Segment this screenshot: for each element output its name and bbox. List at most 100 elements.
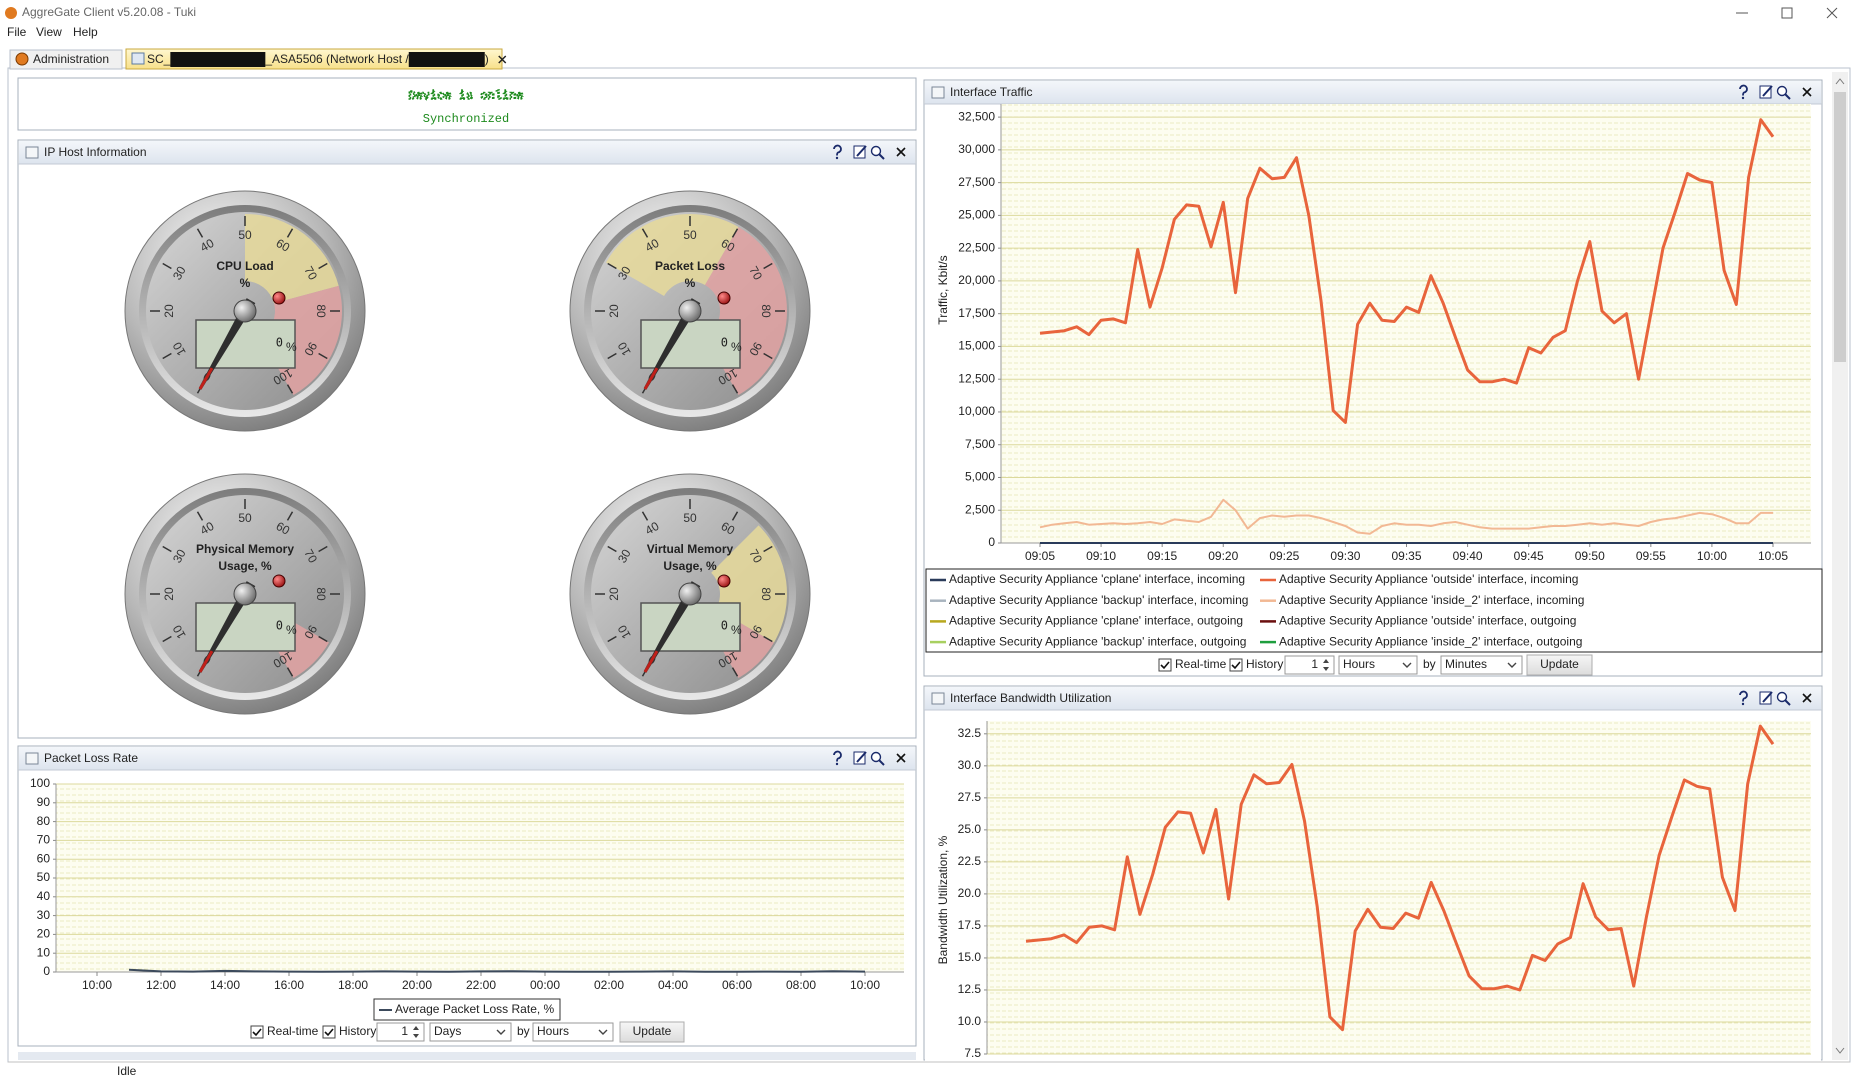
gauge-hub xyxy=(678,582,702,606)
x-tick-label: 00:00 xyxy=(530,978,560,992)
x-tick-label: 10:00 xyxy=(1697,549,1727,563)
help-icon[interactable] xyxy=(833,144,842,156)
y-tick-label: 22,500 xyxy=(958,240,995,254)
help-icon[interactable] xyxy=(1739,690,1748,702)
panel-icon xyxy=(931,692,945,705)
redaction xyxy=(408,52,485,67)
series-line xyxy=(1025,724,1775,1032)
gauge-tick-label: 30 xyxy=(615,547,634,566)
gauge-needle-tip xyxy=(643,367,659,390)
panel-header xyxy=(925,81,1821,104)
menu-item[interactable]: Help xyxy=(73,25,98,39)
y-tick-label: 30,000 xyxy=(958,142,995,156)
gauge-tick-label: 20 xyxy=(607,304,621,318)
gauge-tick-label: 90 xyxy=(301,623,320,642)
gauge-tick-label: 40 xyxy=(198,519,217,538)
y-tick-label: 20,000 xyxy=(958,273,995,287)
restore[interactable] xyxy=(1781,7,1793,19)
close-icon[interactable] xyxy=(896,147,906,157)
gauge-tick-label: 50 xyxy=(683,228,697,242)
y-tick-label: 100 xyxy=(30,776,50,790)
gauge-needle-tip xyxy=(643,650,659,673)
gauge-needle-tip xyxy=(198,367,214,390)
inspect-icon[interactable] xyxy=(1776,85,1788,97)
close-window[interactable] xyxy=(1826,7,1838,19)
y-tick-label: 60 xyxy=(37,851,51,865)
y-tick-label: 10.0 xyxy=(958,1014,982,1028)
checkbox[interactable] xyxy=(1229,658,1243,672)
x-tick-label: 09:55 xyxy=(1636,549,1666,563)
help-icon[interactable] xyxy=(833,750,842,762)
dropdown[interactable] xyxy=(1440,655,1523,675)
inspect-icon[interactable] xyxy=(870,751,882,763)
checkmark xyxy=(1231,661,1241,670)
tab-label[interactable]: Administration xyxy=(33,52,109,66)
gauge-lcd-value: 0 xyxy=(276,619,283,633)
x-tick-label: 22:00 xyxy=(466,978,496,992)
close-icon[interactable] xyxy=(896,753,906,763)
close-icon[interactable] xyxy=(1802,87,1812,97)
tab-label-part: _ASA5506 (Network Host / xyxy=(264,52,409,66)
dropdown[interactable] xyxy=(429,1022,512,1042)
y-tick-label: 30.0 xyxy=(958,758,982,772)
panel-header xyxy=(19,747,915,770)
legend-label: Adaptive Security Appliance 'backup' int… xyxy=(949,634,1246,648)
gauge-tick xyxy=(196,511,204,521)
checkbox[interactable] xyxy=(1158,658,1172,672)
gauge-tick xyxy=(731,384,739,394)
checkbox[interactable] xyxy=(322,1025,336,1039)
gauge-tick-label: 10 xyxy=(615,622,634,641)
y-tick-label: 22.5 xyxy=(958,854,982,868)
x-tick-label: 09:30 xyxy=(1330,549,1360,563)
close-icon[interactable] xyxy=(1802,693,1812,703)
gauge-lcd-value: 0 xyxy=(721,336,728,350)
help-icon-dot xyxy=(1741,96,1745,100)
button[interactable] xyxy=(619,1021,685,1043)
menu-item[interactable]: File xyxy=(7,25,27,39)
button[interactable] xyxy=(1526,654,1593,676)
spinner[interactable] xyxy=(376,1022,425,1042)
gauge-tick-label: 90 xyxy=(746,340,765,359)
dropdown[interactable] xyxy=(1338,655,1418,675)
menu-item[interactable]: View xyxy=(36,25,62,39)
window-title: AggreGate Client v5.20.08 - Tuki xyxy=(22,5,196,19)
gauge-tick xyxy=(607,635,617,643)
checkbox[interactable] xyxy=(250,1025,264,1039)
gauge-hub xyxy=(678,299,702,323)
x-tick-label: 10:00 xyxy=(82,978,112,992)
gauge-tick-label: 80 xyxy=(314,587,328,601)
checkmark xyxy=(252,1028,262,1037)
help-icon[interactable] xyxy=(1739,84,1748,96)
y-tick-label: 0 xyxy=(43,964,50,978)
legend-box xyxy=(925,568,1823,653)
panel-header xyxy=(925,687,1821,710)
y-tick-label: 7,500 xyxy=(965,437,995,451)
dropdown[interactable] xyxy=(532,1022,614,1042)
tab-close[interactable] xyxy=(498,55,507,64)
dropdown-value: Hours xyxy=(1343,657,1375,671)
x-tick-label: 02:00 xyxy=(594,978,624,992)
y-axis-label: Traffic, Kbit/s xyxy=(936,255,950,324)
tab[interactable] xyxy=(9,49,123,70)
dropdown-value: Minutes xyxy=(1445,657,1487,671)
gauge-lcd-unit: % xyxy=(731,340,742,354)
inspect-icon[interactable] xyxy=(870,145,882,157)
gauge-label: % xyxy=(685,276,696,290)
gauge-tick-label: 80 xyxy=(759,304,773,318)
scroll-thumb[interactable] xyxy=(1834,92,1846,362)
gauge-tick xyxy=(731,511,739,521)
gauge-tick xyxy=(607,352,617,360)
spinner[interactable] xyxy=(1284,655,1335,675)
inspect-icon-handle xyxy=(878,153,885,160)
inspect-icon-handle xyxy=(1784,93,1791,100)
checkmark xyxy=(324,1028,334,1037)
tab-label[interactable]: SC_ _ASA5506 (Network Host / ) xyxy=(147,52,507,67)
legend-label: Adaptive Security Appliance 'cplane' int… xyxy=(949,572,1245,586)
x-tick-label: 18:00 xyxy=(338,978,368,992)
gauge-lcd-unit: % xyxy=(731,623,742,637)
gauge-lcd-unit: % xyxy=(286,623,297,637)
gauge-tick-label: 60 xyxy=(274,236,293,255)
panel-icon xyxy=(931,86,945,99)
gauge-tick-label: 50 xyxy=(238,511,252,525)
inspect-icon[interactable] xyxy=(1776,691,1788,703)
